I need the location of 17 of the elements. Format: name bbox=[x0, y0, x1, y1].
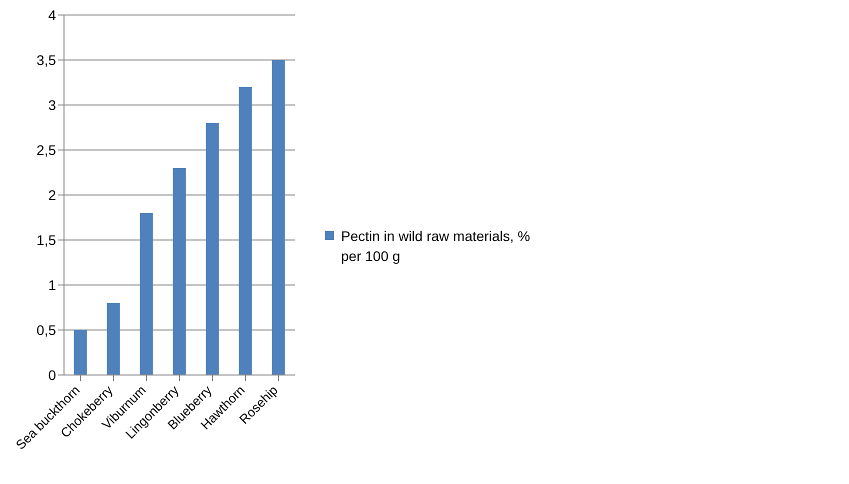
bar bbox=[206, 123, 219, 375]
bar bbox=[140, 213, 153, 375]
legend-label: Pectin in wild raw materials, % per 100 g bbox=[341, 227, 532, 266]
y-tick-label: 4 bbox=[48, 6, 56, 23]
bar bbox=[272, 60, 285, 375]
y-tick-label: 0,5 bbox=[36, 322, 56, 338]
bar bbox=[74, 330, 87, 375]
y-tick-label: 3 bbox=[48, 96, 56, 113]
y-tick-label: 2 bbox=[48, 186, 56, 203]
y-tick-label: 3,5 bbox=[36, 52, 56, 68]
y-tick-label: 0 bbox=[48, 366, 56, 383]
y-tick-label: 1,5 bbox=[36, 232, 56, 248]
y-tick-label: 2,5 bbox=[36, 142, 56, 158]
bar bbox=[172, 168, 186, 375]
bar bbox=[106, 303, 120, 375]
bar bbox=[238, 87, 252, 375]
y-tick-label: 1 bbox=[48, 276, 56, 293]
